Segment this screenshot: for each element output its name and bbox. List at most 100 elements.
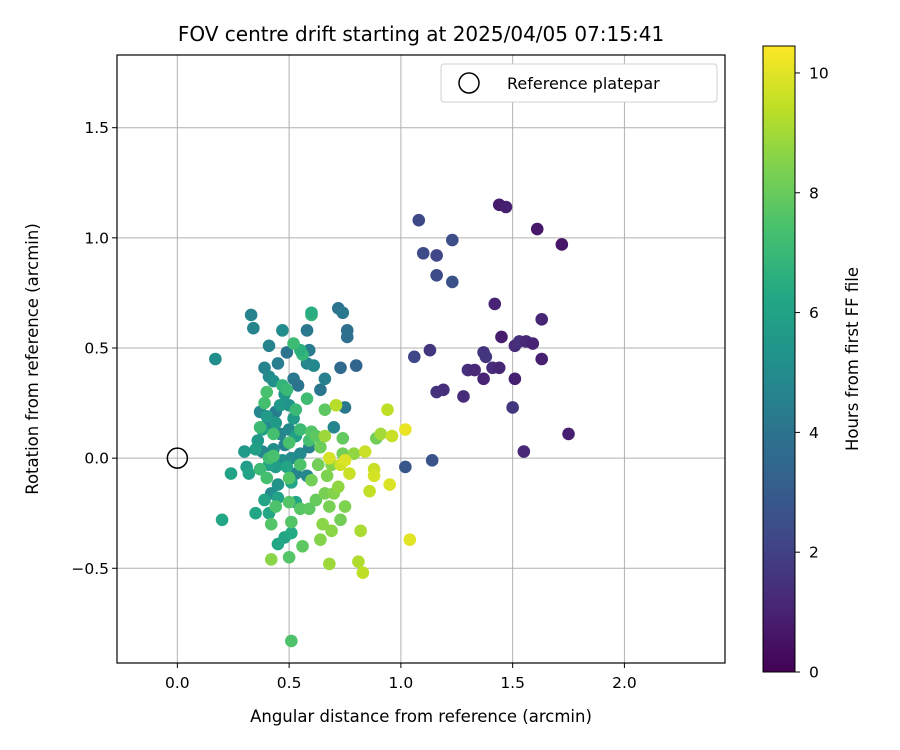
data-points <box>209 198 575 648</box>
colorbar-ticks: 0 2 4 6 8 10 <box>795 64 829 682</box>
data-point-146 <box>336 432 350 445</box>
data-point-167 <box>323 451 336 465</box>
data-point-115 <box>258 396 271 410</box>
data-point-122 <box>309 429 323 443</box>
data-point-48 <box>280 346 294 359</box>
legend-reference-marker <box>458 72 480 94</box>
data-point-168 <box>338 454 352 467</box>
data-point-153 <box>331 480 345 494</box>
data-point-169 <box>358 445 372 458</box>
data-point-118 <box>282 436 296 450</box>
data-point-61 <box>327 420 341 434</box>
data-point-135 <box>302 502 316 516</box>
legend-entry-reference: Reference platepar <box>507 74 660 93</box>
data-point-114 <box>289 403 303 416</box>
data-point-156 <box>264 553 278 566</box>
colorbar-tick-label-3: 6 <box>809 304 819 322</box>
data-point-22 <box>457 390 470 403</box>
y-tick-label-2: 0.5 <box>84 339 109 357</box>
data-point-30 <box>430 249 443 262</box>
y-axis-ticks: −0.5 0.0 0.5 1.0 1.5 <box>71 119 117 578</box>
data-point-31 <box>445 233 459 247</box>
data-point-33 <box>445 275 459 289</box>
data-point-158 <box>347 447 361 461</box>
y-axis-label: Rotation from reference (arcmin) <box>23 223 42 495</box>
data-point-142 <box>305 473 318 487</box>
data-point-13 <box>479 350 493 364</box>
data-point-5 <box>535 313 549 326</box>
data-point-152 <box>338 500 352 513</box>
data-point-132 <box>264 517 278 531</box>
data-point-77 <box>271 478 285 491</box>
data-point-28 <box>412 213 426 227</box>
data-point-15 <box>492 361 506 375</box>
data-point-141 <box>311 458 325 472</box>
data-point-165 <box>343 467 356 480</box>
data-point-171 <box>381 403 394 416</box>
data-point-98 <box>280 460 294 474</box>
colorbar: 0 2 4 6 8 10 Hours from first FF file <box>762 45 862 682</box>
data-point-164 <box>329 398 343 412</box>
data-point-78 <box>273 398 287 412</box>
data-point-174 <box>367 469 381 483</box>
data-point-94 <box>215 513 229 527</box>
data-point-139 <box>285 634 298 648</box>
data-point-133 <box>285 515 298 529</box>
data-point-2 <box>530 222 544 236</box>
colorbar-tick-label-2: 4 <box>809 424 819 442</box>
data-point-150 <box>334 513 347 527</box>
y-tick-label-1: 0.0 <box>84 450 109 468</box>
data-point-44 <box>334 361 347 375</box>
data-point-47 <box>262 339 276 353</box>
data-point-109 <box>287 337 300 350</box>
data-point-24 <box>562 427 575 441</box>
data-point-34 <box>425 454 439 467</box>
plot-frame <box>116 54 726 664</box>
data-point-59 <box>314 383 327 397</box>
data-point-170 <box>374 427 388 441</box>
data-point-93 <box>242 467 256 480</box>
data-point-149 <box>323 500 336 513</box>
data-point-51 <box>307 359 321 372</box>
data-point-1 <box>499 200 513 214</box>
data-point-38 <box>276 324 289 337</box>
x-tick-label-1: 0.5 <box>277 674 302 692</box>
colorbar-label: Hours from first FF file <box>843 267 862 451</box>
data-point-3 <box>555 238 569 251</box>
data-point-129 <box>293 458 307 472</box>
data-point-128 <box>282 471 296 485</box>
data-point-137 <box>296 539 309 553</box>
data-point-130 <box>269 500 283 513</box>
data-point-175 <box>383 478 397 491</box>
data-point-92 <box>224 467 238 480</box>
data-point-159 <box>318 429 332 443</box>
data-point-10 <box>526 337 540 350</box>
data-point-11 <box>535 352 549 366</box>
data-point-25 <box>517 445 531 458</box>
legend: Reference platepar <box>440 63 718 103</box>
data-point-136 <box>309 493 323 507</box>
data-point-43 <box>340 330 354 344</box>
data-point-41 <box>336 306 350 320</box>
data-point-36 <box>244 308 258 322</box>
data-point-127 <box>260 471 274 485</box>
data-point-163 <box>356 566 370 579</box>
data-point-134 <box>293 502 307 516</box>
grid-lines <box>117 55 725 663</box>
data-point-23 <box>506 401 519 414</box>
data-point-45 <box>349 359 363 372</box>
data-point-112 <box>280 383 294 397</box>
colorbar-tick-label-0: 0 <box>809 664 819 682</box>
data-point-29 <box>416 246 430 260</box>
data-point-97 <box>258 493 271 507</box>
data-point-178 <box>403 533 417 546</box>
data-point-177 <box>399 423 412 436</box>
data-point-151 <box>316 517 329 531</box>
colorbar-tick-label-4: 8 <box>809 184 819 202</box>
data-point-154 <box>314 533 327 546</box>
data-point-54 <box>271 357 285 370</box>
data-point-58 <box>318 372 332 386</box>
data-point-90 <box>238 445 251 458</box>
data-point-39 <box>300 324 314 337</box>
data-point-138 <box>282 550 296 564</box>
